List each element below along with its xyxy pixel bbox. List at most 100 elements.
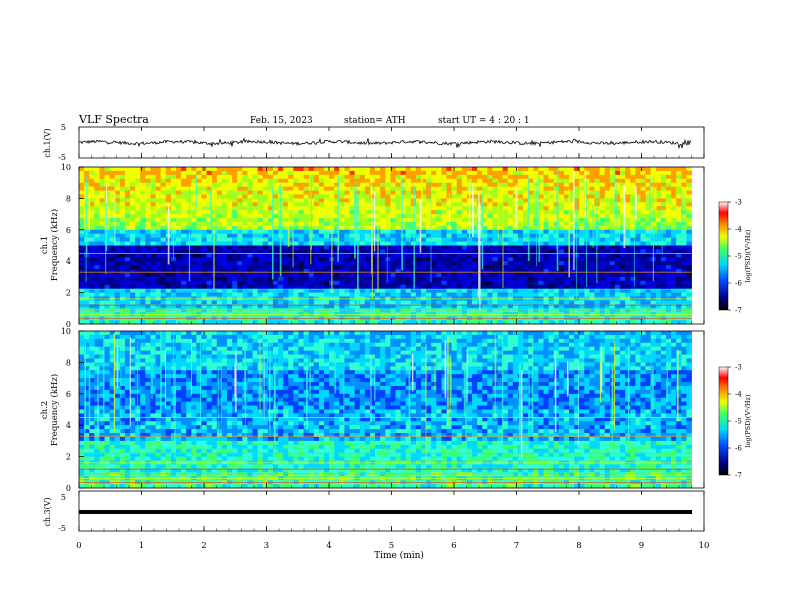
spectrogram-cell [380,167,386,172]
spectrogram-cell [482,190,488,195]
spectrogram-cell [574,280,580,286]
spectrogram-cell [359,167,366,172]
spectrogram-cell [655,190,662,195]
spectrogram-cell [492,194,498,199]
spectrogram-cell [604,202,611,207]
spectrogram-cell [124,304,131,309]
spectrogram-cell [553,276,560,282]
spectrogram-cell [272,272,279,278]
spectrogram-cell [625,229,631,235]
spectrogram-cell [380,253,386,258]
spectrogram-cell [119,182,126,188]
spectrogram-cell [579,308,585,313]
spectrogram-cell [589,214,595,219]
spectrogram-cell [109,198,116,203]
spectrogram-cell [196,221,202,227]
spectrogram-cell [196,190,202,195]
spectrogram-cell [614,167,621,172]
spectrogram-cell [589,249,595,254]
spectrogram-cell [599,218,606,223]
spectrogram-cell [492,261,498,266]
spectrogram-cell [655,249,662,254]
spectrogram-cell [548,241,555,246]
spectrogram-cell [558,261,565,266]
spectrogram-cell [584,202,590,207]
spectrogram-cell [456,206,463,211]
spectrogram-cell [267,174,274,180]
spectrogram-cell [553,284,560,290]
spectrogram-cell [257,198,264,203]
spectrogram-cell [293,308,299,313]
spectrogram-cell [257,249,264,254]
spectrogram-cell [175,237,182,242]
spectrogram-cell [155,174,162,180]
spectrogram-cell [99,237,105,242]
spectrogram-cell [599,288,606,294]
spectrogram-cell [252,214,259,219]
spectrogram-cell [186,308,192,313]
spectrogram-cell [405,304,412,309]
spectrogram-cell [451,221,458,227]
spectrogram-cell [502,167,509,172]
spectrogram-cell [119,202,126,207]
spectrogram-cell [574,269,580,274]
spectrogram-cell [99,190,105,195]
spectrogram-cell [318,210,325,215]
spectrogram-cell [415,214,422,219]
spectrogram-cell [247,280,253,286]
spectrogram-cell [145,198,151,203]
spectrogram-cell [94,280,100,286]
spectrogram-cell [324,182,330,188]
spectrogram-cell [227,170,233,176]
spectrogram-cell [482,237,488,242]
spectrogram-cell [528,253,534,258]
spectrogram-cell [548,320,555,325]
spectrogram-cell [426,202,432,207]
spectrogram-cell [604,182,611,188]
spectrogram-cell [538,233,544,239]
spectrogram-cell [635,167,641,172]
spectrogram-cell [604,292,611,297]
spectrogram-cell [655,257,662,262]
spectrogram-cell [140,190,146,195]
spectrogram-cell [426,249,432,254]
spectrogram-cell [558,308,565,313]
spectrogram-cell [170,257,177,262]
spectrogram-cell [579,202,585,207]
spectrogram-cell [298,178,304,184]
spectrogram-cell [130,269,136,274]
spectrogram-cell [400,202,407,207]
spectrogram-cell [655,178,662,184]
spectrogram-cell [395,198,401,203]
spectrogram-cell [446,276,452,282]
spectrogram-cell [272,225,279,231]
spectrogram-cell [441,194,447,199]
spectrogram-cell [109,276,116,282]
spectrogram-cell [676,241,682,246]
spectrogram-cell [553,280,560,286]
spectrogram-cell [124,288,131,294]
spectrogram-cell [492,202,498,207]
spectrogram-cell [84,292,90,297]
spectrogram-cell [655,214,662,219]
spectrogram-cell [124,218,131,223]
spectrogram-cell [671,178,677,184]
spectrogram-cell [247,218,253,223]
spectrogram-cell [114,206,121,211]
spectrogram-cell [635,190,641,195]
spectrogram-cell [538,229,544,235]
spectrogram-cell [109,202,116,207]
spectrogram-cell [303,300,310,305]
spectrogram-cell [614,280,621,286]
spectrogram-cell [181,206,187,211]
spectrogram-cell [369,304,376,309]
spectrogram-cell [604,249,611,254]
spectrogram-cell [303,178,310,184]
spectrogram-cell [395,170,401,176]
spectrogram-cell [242,194,248,199]
spectrogram-cell [461,194,468,199]
spectrogram-cell [400,186,407,191]
spectrogram-cell [181,300,187,305]
spectrogram-cell [145,241,151,246]
spectrogram-cell [262,300,269,305]
